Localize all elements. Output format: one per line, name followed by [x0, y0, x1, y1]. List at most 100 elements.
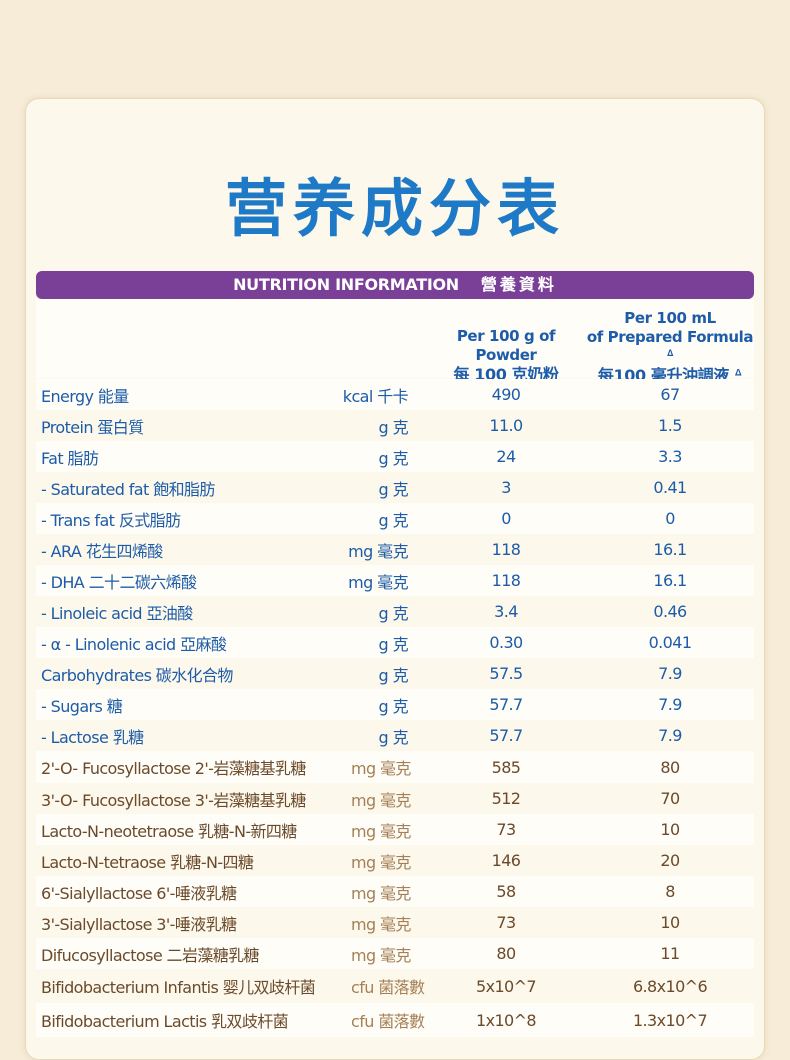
value-per-100ml: 11	[660, 944, 680, 963]
table-row: Lacto-N-neotetraose 乳糖-N-新四糖 mg 毫克 73 10	[36, 814, 754, 845]
value-per-100g: 585	[491, 757, 521, 777]
value-per-100g: 11.0	[489, 416, 523, 435]
ingredient-unit: cfu 菌落數	[351, 1012, 425, 1031]
value-per-100g: 57.7	[489, 695, 523, 714]
value-per-100g: 24	[496, 447, 516, 466]
table-row: - Linoleic acid 亞油酸 g 克 3.4 0.46	[36, 596, 754, 627]
nutrient-unit: g 克	[378, 479, 409, 499]
nutrient-name: Carbohydrates 碳水化合物	[41, 665, 233, 685]
nutrient-unit: g 克	[378, 727, 409, 747]
value-per-100ml: 0.46	[653, 602, 687, 621]
ingredient-unit: mg 毫克	[351, 914, 411, 934]
banner-chinese: 營養資料	[480, 275, 557, 294]
nutrient-name: - Sugars 糖	[41, 696, 123, 716]
nutrient-unit: g 克	[378, 510, 409, 530]
nutrient-name: Energy 能量	[41, 386, 129, 406]
value-per-100ml: 0.041	[648, 633, 692, 652]
value-per-100ml: 20	[660, 851, 680, 870]
value-per-100ml: 10	[660, 913, 680, 932]
ingredient-unit: mg 毫克	[351, 852, 411, 872]
ingredient-unit: mg 毫克	[351, 821, 411, 841]
ingredient-name: 2'-O- Fucosyllactose 2'-岩藻糖基乳糖	[41, 759, 306, 778]
value-per-100ml: 80	[660, 757, 680, 777]
ingredient-name: 6'-Sialyllactose 6'-唾液乳糖	[41, 883, 237, 903]
table-row: - Trans fat 反式脂肪 g 克 0 0	[36, 503, 754, 534]
nutrition-table: Energy 能量 kcal 千卡 490 67 Protein 蛋白質 g 克…	[36, 379, 754, 1037]
column-per-100g: Per 100 g of Powder 每 100 克奶粉	[424, 327, 588, 384]
nutrient-name: Protein 蛋白質	[41, 417, 144, 437]
ingredient-unit: mg 毫克	[351, 759, 411, 778]
table-row: - Sugars 糖 g 克 57.7 7.9	[36, 689, 754, 720]
table-row: 2'-O- Fucosyllactose 2'-岩藻糖基乳糖 mg 毫克 585…	[36, 751, 754, 783]
nutrient-name: - ARA 花生四烯酸	[41, 541, 163, 561]
value-per-100g: 57.7	[489, 726, 523, 745]
ingredient-name: Difucosyllactose 二岩藻糖乳糖	[41, 945, 260, 965]
value-per-100ml: 1.5	[658, 416, 682, 435]
nutrient-name: - Saturated fat 飽和脂肪	[41, 479, 215, 499]
value-per-100g: 5x10^7	[476, 976, 537, 996]
ingredient-unit: cfu 菌落數	[351, 978, 425, 997]
value-per-100g: 73	[496, 913, 516, 932]
nutrient-name: - Linoleic acid 亞油酸	[41, 603, 193, 623]
value-per-100ml: 70	[660, 789, 680, 808]
value-per-100ml: 10	[660, 820, 680, 839]
nutrient-unit: g 克	[378, 417, 409, 437]
banner-english: NUTRITION INFORMATION	[233, 275, 459, 294]
value-per-100g: 80	[496, 944, 516, 963]
table-row: Energy 能量 kcal 千卡 490 67	[36, 379, 754, 410]
nutrient-name: Fat 脂肪	[41, 448, 99, 468]
column-per-100g-en: Per 100 g of Powder	[456, 327, 556, 364]
table-row: 6'-Sialyllactose 6'-唾液乳糖 mg 毫克 58 8	[36, 876, 754, 907]
nutrient-unit: g 克	[378, 696, 409, 716]
value-per-100g: 3.4	[494, 602, 518, 621]
value-per-100ml: 7.9	[658, 726, 682, 745]
nutrient-name: - DHA 二十二碳六烯酸	[41, 572, 197, 592]
page-title: 营养成分表	[224, 172, 565, 245]
value-per-100g: 146	[491, 851, 521, 870]
value-per-100ml: 16.1	[653, 540, 687, 559]
value-per-100ml: 0.41	[653, 478, 687, 497]
ingredient-unit: mg 毫克	[351, 883, 411, 903]
nutrient-name: - Trans fat 反式脂肪	[41, 510, 181, 530]
nutrient-unit: g 克	[378, 603, 409, 623]
ingredient-unit: mg 毫克	[351, 790, 411, 810]
value-per-100g: 118	[491, 571, 521, 590]
value-per-100g: 1x10^8	[476, 1010, 537, 1030]
nutrient-unit: mg 毫克	[348, 572, 408, 592]
column-header: Per 100 g of Powder 每 100 克奶粉 Per 100 mL…	[36, 299, 754, 385]
value-per-100g: 0.30	[489, 633, 523, 652]
ingredient-name: 3'-O- Fucosyllactose 3'-岩藻糖基乳糖	[41, 790, 306, 810]
column-per-100ml: Per 100 mL of Prepared Formula ᐞ 每100 毫升…	[586, 309, 754, 385]
value-per-100ml: 7.9	[658, 664, 682, 683]
value-per-100g: 118	[491, 540, 521, 559]
table-row: - Saturated fat 飽和脂肪 g 克 3 0.41	[36, 472, 754, 503]
nutrition-banner: NUTRITION INFORMATION 營養資料	[36, 271, 754, 299]
value-per-100g: 490	[491, 385, 521, 404]
table-row: - α - Linolenic acid 亞麻酸 g 克 0.30 0.041	[36, 627, 754, 658]
table-row: Protein 蛋白質 g 克 11.0 1.5	[36, 410, 754, 441]
ingredient-name: Lacto-N-neotetraose 乳糖-N-新四糖	[41, 821, 297, 841]
table-row: Lacto-N-tetraose 乳糖-N-四糖 mg 毫克 146 20	[36, 845, 754, 876]
value-per-100g: 0	[501, 509, 511, 528]
value-per-100g: 3	[501, 478, 511, 497]
table-row: - ARA 花生四烯酸 mg 毫克 118 16.1	[36, 534, 754, 565]
value-per-100g: 73	[496, 820, 516, 839]
nutrient-name: - Lactose 乳糖	[41, 727, 144, 747]
column-per-100ml-en-2: of Prepared Formula ᐞ	[586, 328, 754, 365]
value-per-100ml: 3.3	[658, 447, 682, 466]
column-per-100ml-en-1: Per 100 mL	[624, 309, 716, 327]
table-row: - Lactose 乳糖 g 克 57.7 7.9	[36, 720, 754, 751]
table-row: Difucosyllactose 二岩藻糖乳糖 mg 毫克 80 11	[36, 938, 754, 969]
value-per-100g: 512	[491, 789, 521, 808]
ingredient-name: Bifidobacterium Lactis 乳双歧杆菌	[41, 1012, 289, 1031]
ingredient-name: Bifidobacterium Infantis 婴儿双歧杆菌	[41, 978, 316, 997]
table-row: 3'-O- Fucosyllactose 3'-岩藻糖基乳糖 mg 毫克 512…	[36, 783, 754, 814]
table-row: 3'-Sialyllactose 3'-唾液乳糖 mg 毫克 73 10	[36, 907, 754, 938]
ingredient-name: 3'-Sialyllactose 3'-唾液乳糖	[41, 914, 237, 934]
value-per-100ml: 6.8x10^6	[632, 976, 708, 996]
value-per-100g: 57.5	[489, 664, 523, 683]
table-row: - DHA 二十二碳六烯酸 mg 毫克 118 16.1	[36, 565, 754, 596]
table-row: Bifidobacterium Infantis 婴儿双歧杆菌 cfu 菌落數 …	[36, 969, 754, 1003]
value-per-100ml: 0	[665, 509, 675, 528]
ingredient-name: Lacto-N-tetraose 乳糖-N-四糖	[41, 852, 254, 872]
